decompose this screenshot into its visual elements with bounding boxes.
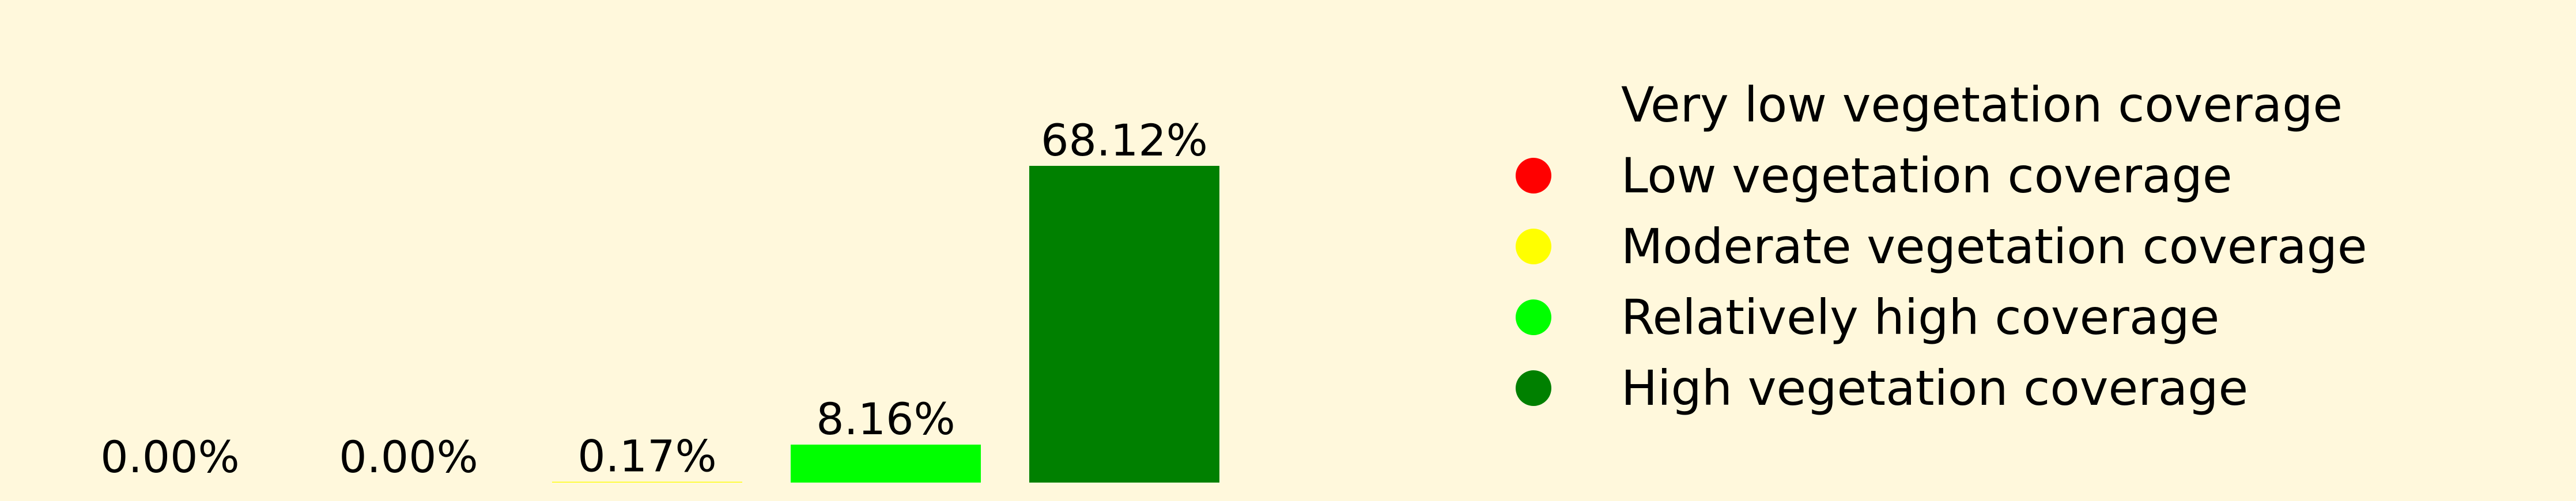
legend-label-relatively-high: Relatively high coverage bbox=[1621, 289, 2220, 346]
chart-legend: Very low vegetation coverage Low vegetat… bbox=[1516, 69, 2367, 423]
legend-label-low: Low vegetation coverage bbox=[1621, 147, 2233, 204]
bar-4 bbox=[791, 445, 981, 483]
legend-item-very-low: Very low vegetation coverage bbox=[1516, 69, 2367, 140]
legend-marker-very-low bbox=[1516, 86, 1551, 123]
bar-value-label-4: 8.16% bbox=[816, 393, 955, 445]
bar-chart: 0.00% 0.00% 0.17% 8.16% 68.12% bbox=[100, 115, 1219, 483]
legend-marker-moderate bbox=[1516, 228, 1551, 264]
legend-marker-relatively-high bbox=[1516, 299, 1551, 335]
legend-item-relatively-high: Relatively high coverage bbox=[1516, 282, 2367, 352]
legend-marker-high bbox=[1516, 370, 1551, 406]
legend-item-high: High vegetation coverage bbox=[1516, 352, 2367, 423]
legend-item-low: Low vegetation coverage bbox=[1516, 140, 2367, 211]
legend-label-very-low: Very low vegetation coverage bbox=[1621, 76, 2343, 133]
bar-value-label-5: 68.12% bbox=[1041, 115, 1208, 166]
bar-value-label-2: 0.00% bbox=[339, 431, 478, 483]
legend-label-moderate: Moderate vegetation coverage bbox=[1621, 218, 2367, 275]
bar-3 bbox=[552, 481, 742, 483]
bar-5 bbox=[1029, 166, 1219, 483]
bar-value-label-1: 0.00% bbox=[100, 431, 239, 483]
legend-marker-low bbox=[1516, 157, 1551, 193]
legend-label-high: High vegetation coverage bbox=[1621, 359, 2249, 416]
bar-value-label-3: 0.17% bbox=[577, 431, 716, 482]
legend-item-moderate: Moderate vegetation coverage bbox=[1516, 211, 2367, 282]
